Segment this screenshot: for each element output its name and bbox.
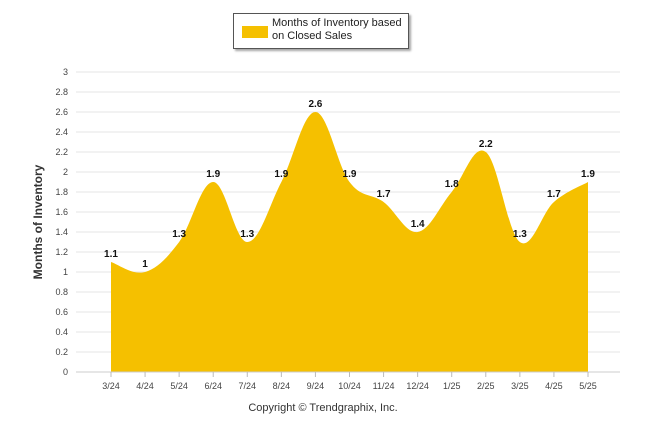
legend-swatch — [242, 26, 268, 38]
x-tick-label: 4/25 — [545, 381, 563, 391]
x-tick-label: 4/24 — [136, 381, 154, 391]
x-tick-label: 2/25 — [477, 381, 495, 391]
data-label: 1.9 — [206, 169, 220, 180]
x-tick-label: 9/24 — [307, 381, 325, 391]
data-label: 1.1 — [104, 249, 118, 260]
y-tick-label: 2.6 — [55, 107, 68, 117]
data-label: 1.3 — [240, 229, 254, 240]
data-label: 1.9 — [343, 169, 357, 180]
x-tick-label: 5/25 — [579, 381, 597, 391]
y-tick-label: 1.2 — [55, 247, 68, 257]
x-tick-label: 12/24 — [406, 381, 429, 391]
y-tick-label: 3 — [63, 67, 68, 77]
x-tick-label: 11/24 — [373, 381, 395, 391]
data-label: 1.7 — [377, 189, 391, 200]
legend-label: Months of Inventory based on Closed Sale… — [272, 17, 406, 43]
y-tick-label: 0.4 — [55, 327, 68, 337]
y-axis-label: Months of Inventory — [31, 164, 45, 280]
x-tick-label: 1/25 — [443, 381, 461, 391]
x-tick-label: 5/24 — [170, 381, 188, 391]
y-tick-label: 1.8 — [55, 187, 68, 197]
data-label: 1.4 — [411, 219, 425, 230]
series-area — [111, 112, 588, 372]
x-tick-label: 3/24 — [102, 381, 120, 391]
x-tick-label: 8/24 — [273, 381, 291, 391]
data-label: 1.8 — [445, 179, 459, 190]
y-tick-label: 1.6 — [55, 207, 68, 217]
data-label: 1.9 — [274, 169, 288, 180]
data-label: 2.2 — [479, 139, 493, 150]
y-tick-label: 0 — [63, 367, 68, 377]
y-tick-label: 2.2 — [55, 147, 68, 157]
data-label: 1.3 — [513, 229, 527, 240]
x-tick-label: 6/24 — [204, 381, 222, 391]
x-tick-label: 3/25 — [511, 381, 529, 391]
y-tick-label: 2 — [63, 167, 68, 177]
y-tick-label: 1 — [63, 267, 68, 277]
y-tick-label: 0.6 — [55, 307, 68, 317]
y-tick-label: 0.8 — [55, 287, 68, 297]
y-tick-label: 0.2 — [55, 347, 68, 357]
x-tick-label: 7/24 — [239, 381, 257, 391]
y-tick-label: 2.8 — [55, 87, 68, 97]
data-label: 1.9 — [581, 169, 595, 180]
data-label: 1.3 — [172, 229, 186, 240]
y-tick-label: 1.4 — [55, 227, 68, 237]
y-tick-label: 2.4 — [55, 127, 68, 137]
data-label: 1 — [142, 259, 148, 270]
data-label: 2.6 — [308, 99, 322, 110]
copyright-text: Copyright © Trendgraphix, Inc. — [248, 402, 398, 414]
chart-legend: Months of Inventory based on Closed Sale… — [233, 13, 409, 49]
data-label: 1.7 — [547, 189, 561, 200]
x-tick-label: 10/24 — [338, 381, 361, 391]
legend-label-line-1: Months of Inventory based — [272, 17, 402, 29]
legend-label-line-2: on Closed Sales — [272, 30, 353, 42]
